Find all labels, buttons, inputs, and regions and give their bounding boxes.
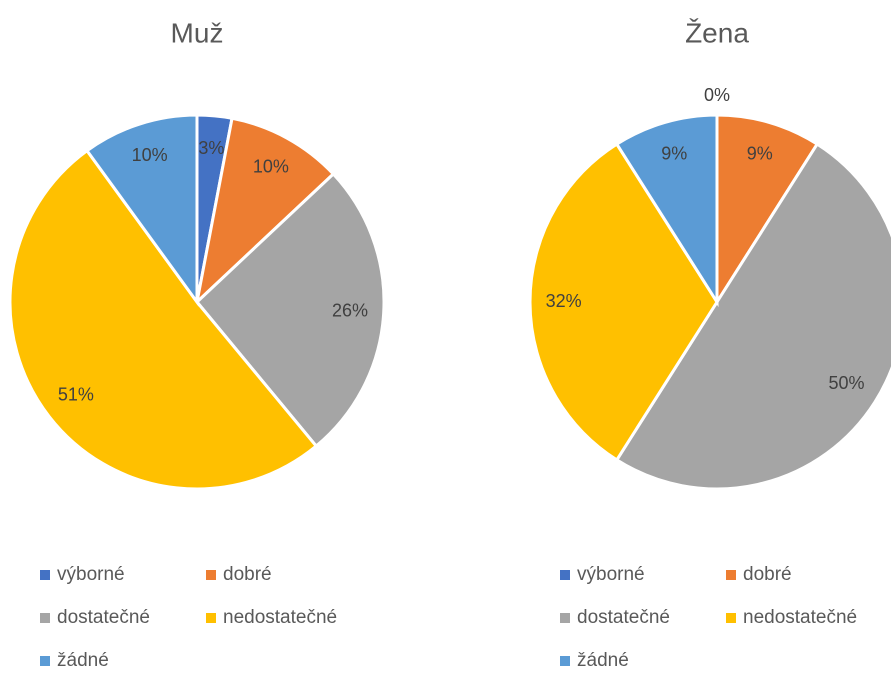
pie-slice: [614, 113, 719, 308]
legend-label: výborné: [577, 564, 645, 585]
legend-label: nedostatečné: [743, 607, 857, 628]
chart-title: Muž: [171, 17, 224, 48]
legend-marker: [726, 570, 736, 580]
legend-marker: [40, 656, 50, 666]
pie-slice: [528, 142, 719, 462]
legend-label: dobré: [743, 564, 792, 585]
pie-slice: [715, 113, 820, 308]
data-label: 10%: [253, 156, 289, 176]
pie-slice: [84, 113, 199, 307]
chart-title: Žena: [685, 17, 749, 48]
data-label: 9%: [747, 143, 773, 163]
data-label: 0%: [704, 85, 730, 105]
legend-marker: [40, 613, 50, 623]
legend-label: nedostatečné: [223, 607, 337, 628]
legend-marker: [726, 613, 736, 623]
data-label: 3%: [198, 138, 224, 158]
pie-slice: [8, 148, 319, 491]
data-label: 51%: [58, 385, 94, 405]
data-label: 26%: [332, 300, 368, 320]
pie-slice: [194, 116, 336, 307]
legend-label: dobré: [223, 564, 272, 585]
legend-label: výborné: [57, 564, 125, 585]
data-label: 9%: [661, 143, 687, 163]
data-label: 10%: [132, 145, 168, 165]
legend-label: dostatečné: [57, 607, 150, 628]
data-label: 32%: [546, 291, 582, 311]
legend-marker: [40, 570, 50, 580]
legend-marker: [206, 570, 216, 580]
legend-marker: [560, 656, 570, 666]
pie-slice: [194, 171, 386, 449]
legend-label: žádné: [57, 650, 109, 671]
legend-marker: [560, 613, 570, 623]
legend-label: dostatečné: [577, 607, 670, 628]
legend-marker: [560, 570, 570, 580]
data-label: 50%: [828, 373, 864, 393]
legend-label: žádné: [577, 650, 629, 671]
pie-slice: [614, 142, 891, 491]
legend-marker: [206, 613, 216, 623]
